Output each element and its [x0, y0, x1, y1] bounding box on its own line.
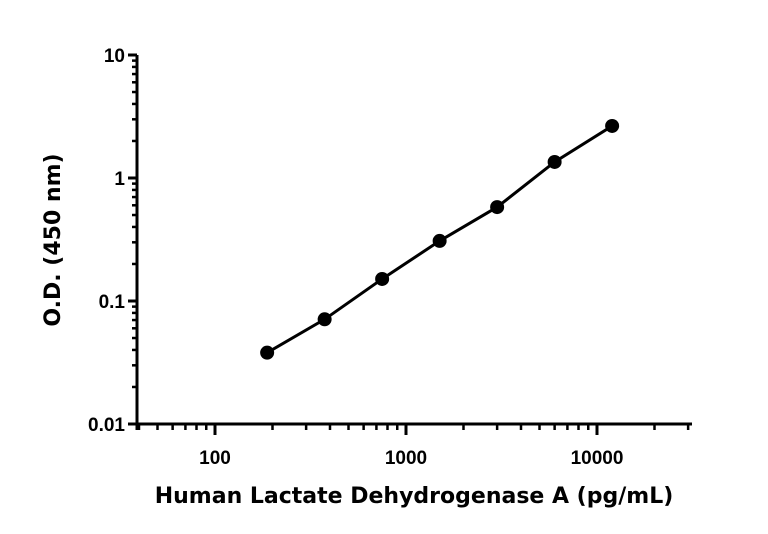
data-point: [547, 154, 562, 169]
x-tick-label: 10000: [571, 448, 624, 469]
y-tick-label: 10: [104, 46, 125, 67]
y-axis: 0.01 0.1 1 10: [88, 46, 139, 436]
y-tick-label: 0.1: [99, 292, 126, 313]
data-point: [605, 118, 620, 133]
x-tick-label: 100: [199, 448, 231, 469]
data-point: [260, 345, 275, 360]
y-tick-label: 1: [114, 169, 125, 190]
data-points: [260, 118, 620, 360]
data-point: [432, 233, 447, 248]
x-axis-title: Human Lactate Dehydrogenase A (pg/mL): [155, 484, 674, 509]
y-axis-title: O.D. (450 nm): [41, 153, 66, 326]
data-point: [317, 312, 332, 327]
data-point: [490, 200, 505, 215]
y-tick-label: 0.01: [88, 415, 125, 436]
x-tick-label: 1000: [385, 448, 427, 469]
data-point: [375, 271, 390, 286]
x-axis: 100 1000 10000: [135, 422, 692, 469]
